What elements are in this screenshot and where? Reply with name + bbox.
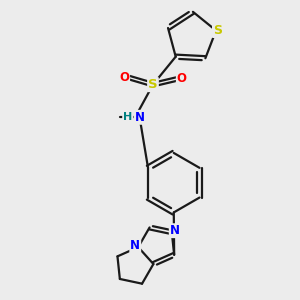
Text: N: N (130, 239, 140, 252)
Text: S: S (148, 78, 158, 91)
Text: S: S (213, 24, 222, 37)
Text: O: O (119, 71, 129, 84)
Text: N: N (135, 111, 145, 124)
Text: O: O (177, 72, 187, 85)
Text: N: N (170, 224, 180, 237)
Text: H: H (123, 112, 132, 122)
